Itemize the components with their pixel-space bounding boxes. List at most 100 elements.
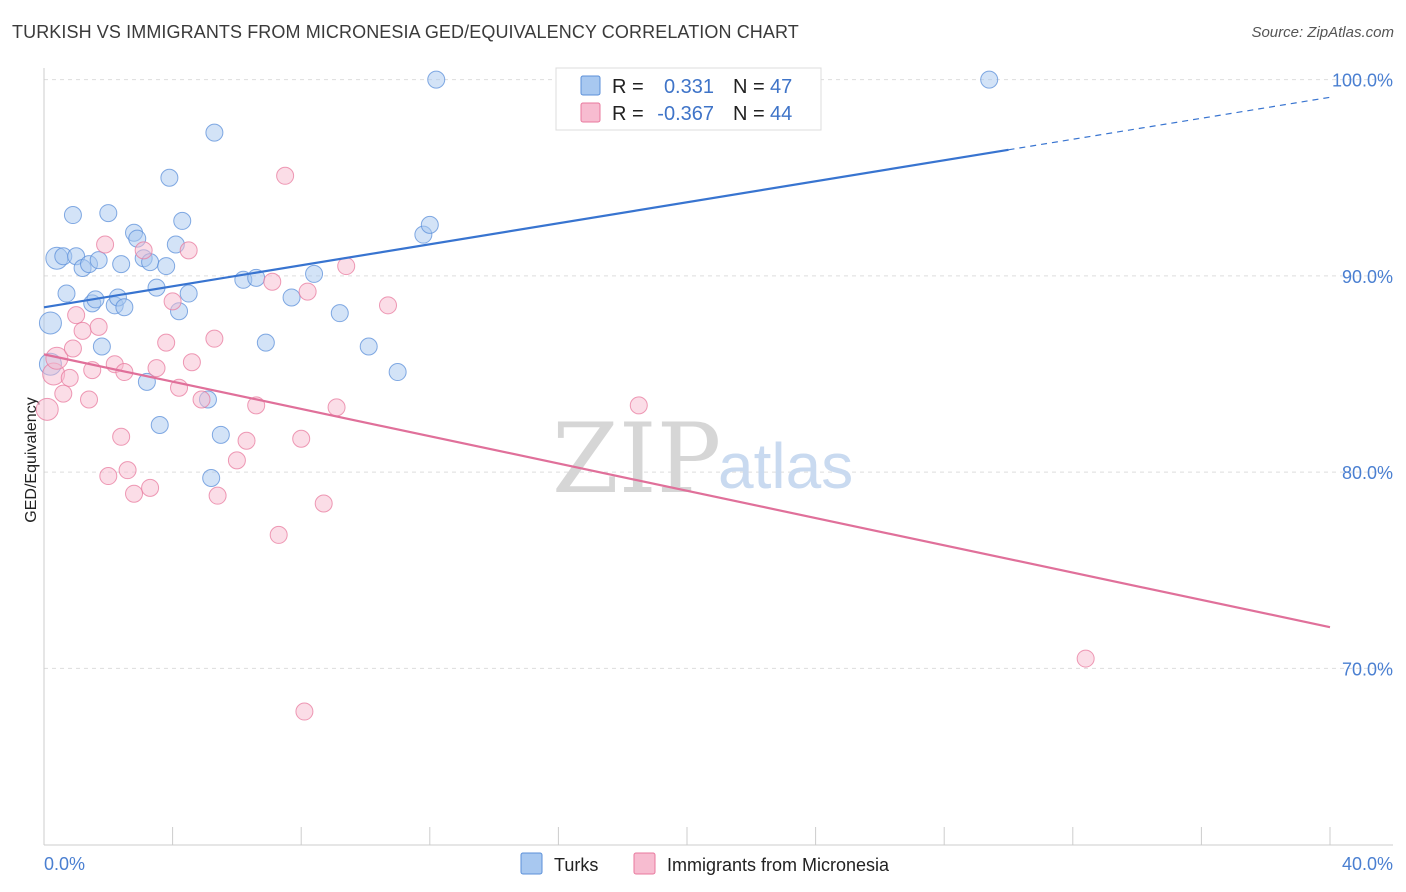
y-tick-labels: 70.0% 80.0% 90.0% 100.0%	[1332, 71, 1393, 680]
micronesia-point	[118, 461, 137, 480]
trend-lines	[43, 96, 1331, 629]
micronesia-point	[227, 451, 246, 470]
turks-point	[38, 311, 62, 335]
micronesia-point	[314, 494, 333, 513]
y-tick-label: 90.0%	[1342, 267, 1393, 287]
micronesia-point	[96, 235, 115, 254]
legend-label-turks: Turks	[554, 855, 598, 875]
micronesia-point	[205, 329, 224, 348]
micronesia-point	[179, 241, 198, 260]
micronesia-point	[629, 396, 648, 415]
turks-point	[330, 304, 349, 323]
turks-point	[115, 298, 134, 317]
micronesia-point	[276, 166, 295, 185]
micronesia-point	[263, 272, 282, 291]
turks-point	[92, 337, 111, 356]
micronesia-point	[298, 282, 317, 301]
micronesia-point	[99, 467, 118, 486]
x-tick-label-max: 40.0%	[1342, 854, 1393, 874]
micronesia-point	[134, 241, 153, 260]
micronesia-point	[237, 431, 256, 450]
y-tick-label: 100.0%	[1332, 71, 1393, 91]
micronesia-point	[208, 486, 227, 505]
turks-point	[150, 416, 169, 435]
chart-title: TURKISH VS IMMIGRANTS FROM MICRONESIA GE…	[12, 22, 799, 42]
turks-point	[427, 70, 446, 89]
micronesia-point	[45, 346, 69, 370]
stats-n-value-turks: 47	[770, 76, 792, 98]
micronesia-point	[157, 333, 176, 352]
turks-point	[205, 123, 224, 142]
legend-label-micronesia: Immigrants from Micronesia	[667, 855, 890, 875]
watermark-atlas: atlas	[718, 430, 853, 502]
legend: Turks Immigrants from Micronesia	[520, 852, 890, 875]
micronesia-point	[125, 484, 144, 503]
stats-r-value-micronesia: -0.367	[657, 103, 714, 125]
micronesia-point	[141, 478, 160, 497]
micronesia-point	[73, 321, 92, 340]
turks-point	[305, 264, 324, 283]
turks-point	[63, 206, 82, 225]
watermark-zip: ZIP	[552, 403, 721, 515]
turks-point	[99, 204, 118, 223]
stats-n-label-micronesia: N =	[733, 103, 765, 125]
turks-point	[57, 284, 76, 303]
turks-point	[256, 333, 275, 352]
micronesia-trend-line	[43, 353, 1331, 629]
micronesia-point	[292, 429, 311, 448]
data-points	[35, 70, 1095, 721]
micronesia-point	[89, 317, 108, 336]
turks-point	[160, 168, 179, 187]
turks-point	[179, 284, 198, 303]
stats-swatch-micronesia	[580, 102, 601, 123]
stats-r-label-micronesia: R =	[612, 103, 644, 125]
stats-box: R = 0.331 N = 47 R = -0.367 N = 44	[555, 67, 822, 131]
turks-point	[359, 337, 378, 356]
micronesia-point	[67, 306, 86, 325]
micronesia-point	[269, 525, 288, 544]
micronesia-point	[54, 384, 73, 403]
micronesia-point	[192, 390, 211, 409]
stats-n-value-micronesia: 44	[770, 103, 792, 125]
turks-point	[388, 363, 407, 382]
turks-point	[980, 70, 999, 89]
micronesia-point	[295, 702, 314, 721]
turks-point	[157, 257, 176, 276]
micronesia-point	[35, 397, 59, 421]
stats-r-label-turks: R =	[612, 76, 644, 98]
legend-swatch-turks	[520, 852, 543, 875]
turks-point	[112, 255, 131, 274]
gridlines	[44, 79, 1390, 669]
micronesia-point	[80, 390, 99, 409]
x-tick-label-min: 0.0%	[44, 854, 85, 874]
stats-r-value-turks: 0.331	[664, 76, 714, 98]
turks-point	[420, 215, 439, 234]
turks-point	[173, 211, 192, 230]
y-tick-label: 70.0%	[1342, 659, 1393, 679]
y-axis-label: GED/Equivalency	[23, 397, 40, 522]
watermark: ZIP atlas	[552, 403, 853, 515]
turks-trend-extension	[1008, 96, 1331, 151]
legend-swatch-micronesia	[633, 852, 656, 875]
micronesia-point	[182, 353, 201, 372]
turks-point	[202, 469, 221, 488]
micronesia-point	[112, 427, 131, 446]
micronesia-point	[1076, 649, 1095, 668]
micronesia-point	[60, 368, 79, 387]
turks-trend-line	[43, 148, 1009, 309]
micronesia-point	[147, 359, 166, 378]
turks-point	[211, 425, 230, 444]
axes	[43, 68, 1393, 846]
micronesia-point	[163, 292, 182, 311]
stats-n-label-turks: N =	[733, 76, 765, 98]
x-tick-labels: 0.0% 40.0%	[44, 854, 1393, 874]
turks-point	[282, 288, 301, 307]
y-tick-label: 80.0%	[1342, 463, 1393, 483]
stats-swatch-turks	[580, 75, 601, 96]
micronesia-point	[379, 296, 398, 315]
micronesia-point	[337, 257, 356, 276]
micronesia-point	[63, 339, 82, 358]
turks-point	[89, 251, 108, 270]
source-label: Source: ZipAtlas.com	[1251, 24, 1394, 41]
